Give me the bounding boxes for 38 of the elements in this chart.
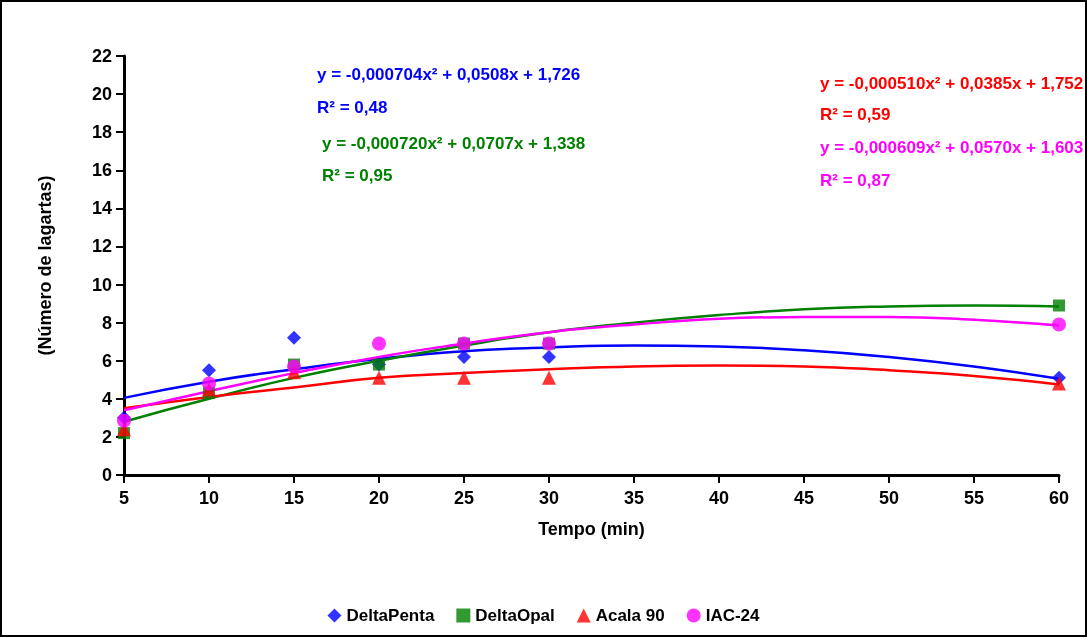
x-tick-label: 10 bbox=[198, 488, 220, 508]
annotation: y = -0,000510x² + 0,0385x + 1,752 bbox=[819, 74, 1084, 93]
y-tick-label: 8 bbox=[101, 312, 112, 333]
legend-label: DeltaPenta bbox=[346, 606, 435, 625]
y-tick-label: 20 bbox=[91, 84, 112, 105]
x-tick-label: 35 bbox=[623, 488, 645, 508]
x-tick-label: 55 bbox=[963, 488, 985, 508]
x-tick-label: 15 bbox=[283, 488, 305, 508]
x-tick-label: 30 bbox=[538, 488, 560, 508]
x-tick-label: 5 bbox=[118, 488, 130, 508]
x-tick-label: 25 bbox=[453, 488, 475, 508]
annotation: R² = 0,48 bbox=[317, 98, 388, 117]
y-tick-label: 2 bbox=[101, 426, 112, 447]
x-tick-label: 45 bbox=[793, 488, 815, 508]
y-tick-label: 22 bbox=[91, 46, 112, 66]
annotation: y = -0,000720x² + 0,0707x + 1,338 bbox=[321, 134, 586, 153]
legend-label: IAC-24 bbox=[705, 606, 761, 625]
annotation: R² = 0,95 bbox=[322, 166, 393, 185]
x-tick-label: 40 bbox=[708, 488, 730, 508]
x-axis-title: Tempo (min) bbox=[538, 519, 645, 539]
annotation: R² = 0,87 bbox=[820, 171, 891, 190]
y-tick-label: 18 bbox=[91, 122, 112, 143]
annotation: y = -0,000704x² + 0,0508x + 1,726 bbox=[316, 65, 581, 84]
x-tick-label: 50 bbox=[878, 488, 900, 508]
legend-label: Acala 90 bbox=[595, 606, 665, 625]
y-tick-label: 4 bbox=[101, 388, 112, 409]
x-tick-label: 20 bbox=[368, 488, 390, 508]
y-tick-label: 14 bbox=[91, 198, 112, 219]
annotation: R² = 0,59 bbox=[820, 105, 891, 124]
y-axis-title: (Número de lagartas) bbox=[35, 175, 55, 356]
y-tick-label: 12 bbox=[91, 236, 112, 257]
x-tick-label: 60 bbox=[1048, 488, 1070, 508]
y-tick-label: 0 bbox=[101, 465, 112, 485]
y-tick-label: 10 bbox=[91, 274, 112, 295]
y-tick-label: 6 bbox=[101, 350, 112, 371]
legend-label: DeltaOpal bbox=[475, 606, 555, 625]
y-tick-label: 16 bbox=[91, 160, 112, 181]
annotation: y = -0,000609x² + 0,0570x + 1,603 bbox=[819, 138, 1084, 157]
